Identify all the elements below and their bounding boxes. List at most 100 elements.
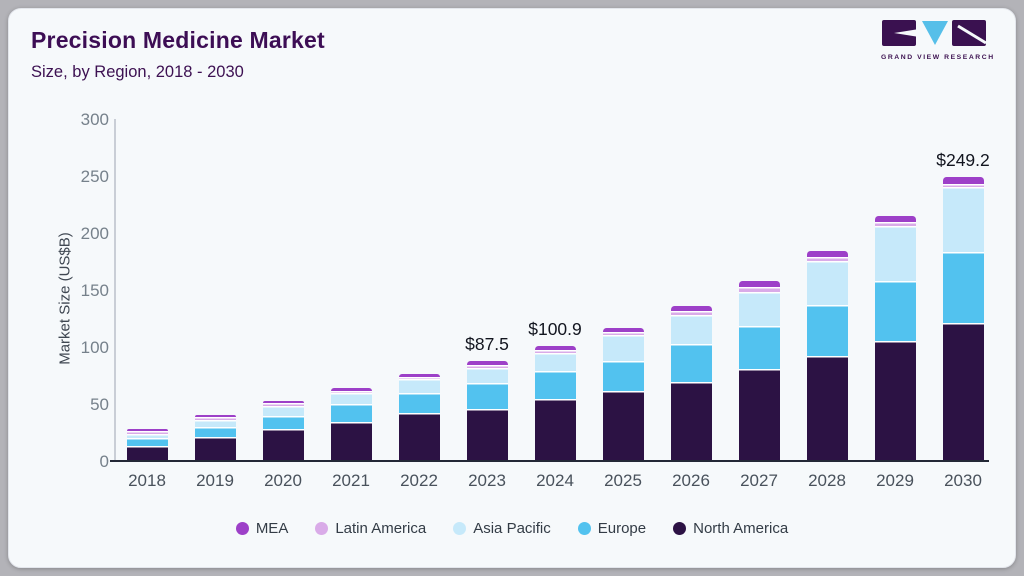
bar-2027: [738, 280, 780, 461]
legend-label: North America: [693, 520, 789, 537]
bar-segment-mea: [466, 361, 508, 366]
legend-dot-europe: [577, 522, 591, 535]
bar-segment-asia-pacific: [806, 260, 848, 306]
bar-segment-asia-pacific: [874, 226, 916, 281]
bar-segment-europe: [194, 427, 236, 437]
legend-item-europe[interactable]: Europe: [577, 520, 647, 537]
y-tick-100: 100: [80, 337, 109, 357]
x-tick-2022: 2022: [400, 471, 438, 490]
x-tick-2020: 2020: [264, 471, 302, 490]
bar-2025: [602, 327, 644, 461]
bar-segment-north-america: [602, 391, 644, 461]
bar-segment-mea: [262, 400, 304, 404]
legend-item-asia-pacific[interactable]: Asia Pacific: [453, 520, 551, 537]
legend-dot-mea: [235, 522, 249, 535]
bar-segment-europe: [466, 383, 508, 409]
x-tick-2018: 2018: [128, 471, 166, 490]
bar-segment-europe: [602, 360, 644, 392]
bar-2019: [194, 414, 236, 461]
bar-segment-mea: [602, 327, 644, 333]
bar-segment-asia-pacific: [670, 314, 712, 345]
x-axis-ticks: 2018 2019 2020 2021 2022 2023 2024 2025 2026 2027…: [114, 471, 1002, 493]
bar-segment-latin-america: [670, 311, 712, 315]
legend-item-latin-america[interactable]: Latin America: [315, 520, 426, 537]
bar-segment-latin-america: [330, 390, 372, 394]
bar-segment-north-america: [534, 399, 576, 461]
bar-2021: [330, 388, 372, 461]
bar-segment-latin-america: [738, 287, 780, 292]
bar-segment-latin-america: [262, 403, 304, 406]
y-tick-250: 250: [80, 166, 109, 186]
bar-segment-asia-pacific: [330, 393, 372, 405]
bar-segment-latin-america: [194, 417, 236, 420]
bar-segment-latin-america: [126, 431, 168, 434]
chart-subtitle: Size, by Region, 2018 - 2030: [31, 63, 244, 81]
bar-2024: [534, 346, 576, 461]
y-tick-200: 200: [80, 223, 109, 243]
legend-item-mea[interactable]: MEA: [235, 520, 289, 537]
gvr-logo-text: GRAND VIEW RESEARCH: [881, 54, 995, 61]
bar-segment-north-america: [330, 421, 372, 461]
bar-segment-latin-america: [942, 183, 984, 188]
x-tick-2025: 2025: [604, 471, 642, 490]
y-axis-line: [114, 119, 116, 461]
legend: MEA Latin America Asia Pacific Europe North …: [9, 520, 1015, 537]
bar-segment-europe: [942, 252, 984, 324]
legend-label: Europe: [597, 520, 647, 537]
y-tick-150: 150: [80, 280, 109, 300]
plot-area: [114, 119, 1002, 461]
bar-segment-north-america: [874, 341, 916, 461]
bar-segment-latin-america: [806, 256, 848, 261]
bar-segment-europe: [534, 370, 576, 400]
bar-segment-mea: [806, 251, 848, 257]
bar-segment-mea: [398, 374, 440, 377]
bar-segment-mea: [194, 414, 236, 418]
bar-segment-mea: [874, 215, 916, 222]
legend-label: Asia Pacific: [473, 520, 551, 537]
bar-segment-europe: [126, 437, 168, 446]
bar-segment-europe: [398, 392, 440, 414]
chart-card: Precision Medicine Market Size, by Regio…: [8, 8, 1016, 568]
bar-segment-latin-america: [874, 221, 916, 227]
gvr-logo-icon: [882, 20, 987, 46]
bar-segment-asia-pacific: [466, 368, 508, 384]
bar-segment-asia-pacific: [602, 335, 644, 361]
legend-label: MEA: [255, 520, 289, 537]
bar-segment-north-america: [806, 356, 848, 461]
bar-2018: [126, 428, 168, 461]
bar-segment-north-america: [398, 413, 440, 461]
bar-segment-mea: [942, 176, 984, 184]
legend-dot-asia-pacific: [453, 522, 467, 535]
x-tick-2027: 2027: [740, 471, 778, 490]
bar-segment-latin-america: [602, 332, 644, 336]
gvr-logo: GRAND VIEW RESEARCH: [881, 19, 995, 61]
bar-segment-north-america: [738, 369, 780, 461]
page-title: Precision Medicine Market: [31, 27, 325, 53]
y-tick-300: 300: [80, 109, 109, 129]
x-tick-2019: 2019: [196, 471, 234, 490]
bar-segment-north-america: [262, 429, 304, 461]
bar-2023: [466, 361, 508, 461]
bar-segment-north-america: [194, 436, 236, 461]
bar-segment-north-america: [670, 381, 712, 461]
bar-segment-asia-pacific: [942, 187, 984, 253]
bar-segment-asia-pacific: [738, 291, 780, 327]
legend-label: Latin America: [335, 520, 427, 537]
bar-value-label-2023: $87.5: [465, 334, 509, 355]
bar-segment-mea: [738, 280, 780, 288]
x-tick-2021: 2021: [332, 471, 370, 490]
x-tick-2023: 2023: [468, 471, 506, 490]
bar-segment-latin-america: [466, 365, 508, 369]
bar-segment-asia-pacific: [398, 379, 440, 393]
y-tick-50: 50: [90, 394, 109, 414]
legend-item-north-america[interactable]: North America: [673, 520, 788, 537]
bar-segment-mea: [670, 306, 712, 312]
bar-value-label-2030: $249.2: [936, 149, 990, 170]
bar-segment-mea: [126, 428, 168, 432]
bar-value-label-2024: $100.9: [528, 318, 582, 339]
legend-dot-north-america: [673, 522, 687, 535]
bar-segment-europe: [874, 280, 916, 342]
bar-segment-asia-pacific: [194, 419, 236, 428]
x-tick-2024: 2024: [536, 471, 574, 490]
bar-segment-mea: [330, 388, 372, 391]
